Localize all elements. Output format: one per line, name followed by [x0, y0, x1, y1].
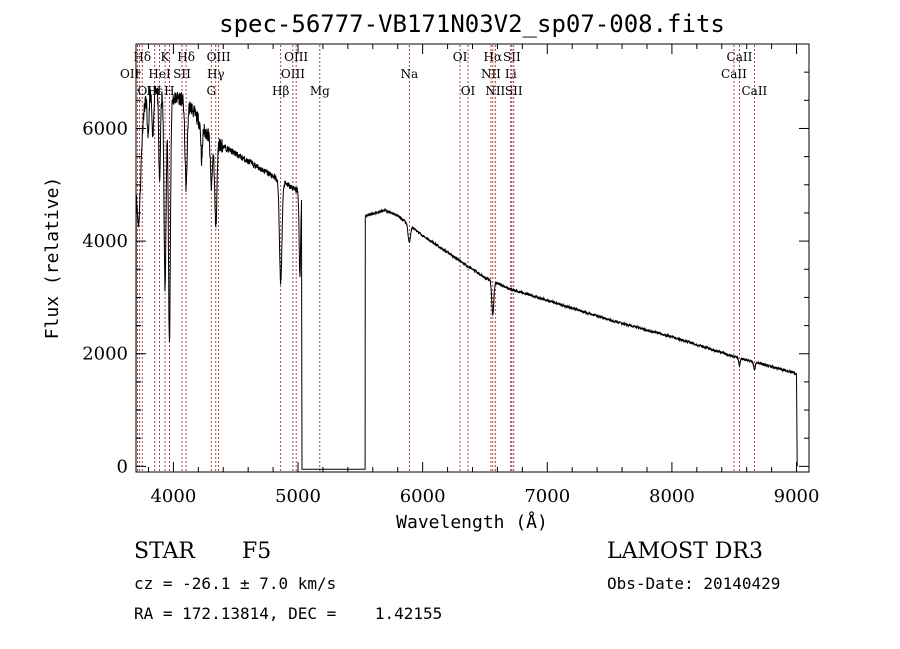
spectrum-line [135, 86, 798, 470]
y-axis-label: Flux (relative) [42, 177, 63, 340]
line-marker-label: K [161, 50, 171, 64]
x-tick-label: 7000 [524, 486, 570, 507]
x-tick-label: 5000 [275, 486, 321, 507]
line-marker-label: H [164, 84, 174, 98]
line-marker-label: NII [485, 84, 505, 98]
object-subclass: F5 [242, 539, 272, 564]
line-marker-label: CaII [721, 67, 747, 81]
chart-title: spec-56777-VB171N03V2_sp07-008.fits [219, 10, 725, 38]
x-tick-label: 4000 [150, 486, 196, 507]
line-marker-label: G [206, 84, 216, 98]
line-marker-label: Hγ [207, 67, 225, 81]
line-marker-label: CaII [727, 50, 753, 64]
line-marker-label: SII [503, 50, 521, 64]
line-marker-label: OI [453, 50, 468, 64]
line-marker-label: Na [400, 67, 418, 81]
line-marker-label: Hβ [272, 84, 289, 98]
line-marker-label: SII [505, 84, 523, 98]
redshift-velocity: cz = -26.1 ± 7.0 km/s [134, 574, 337, 593]
line-marker-label: Hδ [177, 50, 195, 64]
y-tick-label: 6000 [82, 118, 128, 139]
line-marker-label: CaII [741, 84, 767, 98]
sky-coordinates: RA = 172.13814, DEC = 1.42155 [134, 604, 443, 623]
object-class: STAR [134, 539, 195, 564]
line-marker-label: OIII [207, 50, 231, 64]
line-marker-label: OIII [284, 50, 308, 64]
line-marker-label: OI [461, 84, 476, 98]
line-marker-label: SII [173, 67, 191, 81]
x-tick-label: 6000 [400, 486, 446, 507]
line-marker-label: OII [120, 67, 140, 81]
line-marker-label: Li [505, 67, 517, 81]
line-marker-label: NII [481, 67, 501, 81]
y-tick-label: 2000 [82, 344, 128, 365]
line-marker-label: Hα [484, 50, 503, 64]
axis-ticks: 4000 5000 6000 7000 8000 9000 0 2000 4000 6000 [82, 44, 819, 507]
line-marker-label: Mg [310, 84, 330, 98]
plot-frame [135, 43, 810, 473]
x-tick-label: 9000 [774, 486, 820, 507]
y-tick-label: 0 [117, 456, 128, 477]
x-axis-label: Wavelength (Å) [396, 511, 548, 533]
line-marker-label: HeI [148, 67, 171, 81]
observation-date: Obs-Date: 20140429 [607, 574, 781, 593]
x-tick-label: 8000 [649, 486, 695, 507]
survey-name: LAMOST DR3 [607, 539, 763, 564]
line-marker-label: OIII [281, 67, 305, 81]
y-tick-label: 4000 [82, 231, 128, 252]
